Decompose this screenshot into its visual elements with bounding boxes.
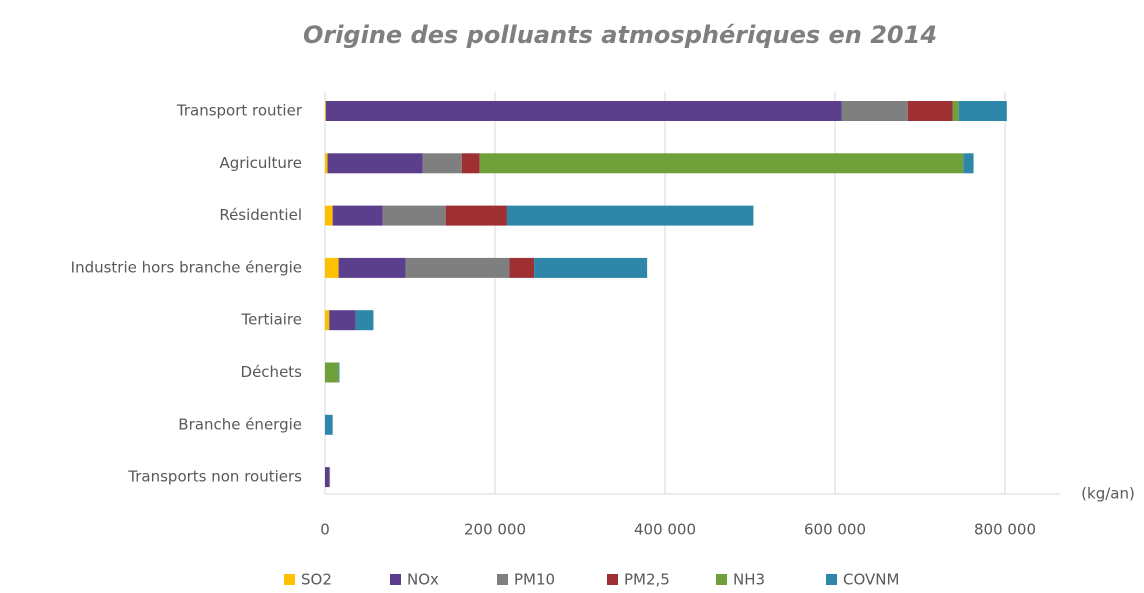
bar-segment — [332, 205, 383, 226]
y-tick-label: Branche énergie — [178, 415, 302, 433]
bar-segment — [841, 101, 908, 121]
bar-segment — [325, 414, 333, 435]
x-tick-label: 0 — [320, 521, 330, 539]
bar-segment — [907, 101, 953, 121]
legend-swatch — [497, 574, 508, 585]
legend-label: PM10 — [514, 571, 555, 589]
bar-segment — [382, 205, 446, 226]
bar-segment — [479, 153, 964, 174]
bar-segment — [327, 153, 423, 174]
bar-segment — [325, 101, 842, 121]
bar-segment — [445, 205, 507, 226]
legend-label: NH3 — [733, 571, 765, 589]
x-tick-label: 800 000 — [974, 521, 1036, 539]
bar-segment — [958, 101, 1007, 121]
legend-swatch — [284, 574, 295, 585]
y-tick-label: Résidentiel — [219, 206, 302, 224]
bar-segment — [509, 257, 535, 278]
bar-segment — [325, 257, 339, 278]
bar-segment — [963, 153, 974, 174]
bar-segment — [329, 310, 356, 331]
y-tick-label: Transport routier — [176, 102, 303, 120]
bar-segment — [325, 310, 330, 331]
bar-segment — [338, 257, 406, 278]
bar-segment — [355, 310, 374, 331]
bar-segment — [325, 362, 339, 383]
y-tick-label: Agriculture — [220, 154, 303, 172]
x-axis-label: (kg/an) — [1081, 485, 1135, 503]
y-tick-label: Transports non routiers — [127, 468, 302, 486]
bar-segment — [461, 153, 480, 174]
bar-segment — [506, 205, 754, 226]
x-tick-label: 400 000 — [634, 521, 696, 539]
legend-swatch — [826, 574, 837, 585]
x-tick-label: 600 000 — [804, 521, 866, 539]
bar-segment — [952, 101, 959, 121]
legend-swatch — [390, 574, 401, 585]
bar-segment — [329, 467, 331, 488]
bar-segment — [422, 153, 462, 174]
bar-segment — [325, 205, 333, 226]
legend-label: SO2 — [301, 571, 332, 589]
y-tick-label: Industrie hors branche énergie — [71, 258, 302, 276]
bar-segment — [338, 362, 340, 383]
bar-segment — [325, 467, 330, 488]
chart-title: Origine des polluants atmosphériques en … — [303, 21, 937, 49]
bar-segment — [325, 101, 326, 121]
bar-segment — [325, 153, 328, 174]
legend-label: NOx — [407, 571, 439, 589]
legend-label: PM2,5 — [624, 571, 670, 589]
legend-swatch — [607, 574, 618, 585]
legend-swatch — [716, 574, 727, 585]
legend-label: COVNM — [843, 571, 899, 589]
bar-segment — [405, 257, 510, 278]
y-tick-label: Tertiaire — [241, 311, 302, 329]
y-tick-label: Déchets — [241, 363, 303, 381]
x-tick-label: 200 000 — [464, 521, 526, 539]
bar-segment — [534, 257, 648, 278]
